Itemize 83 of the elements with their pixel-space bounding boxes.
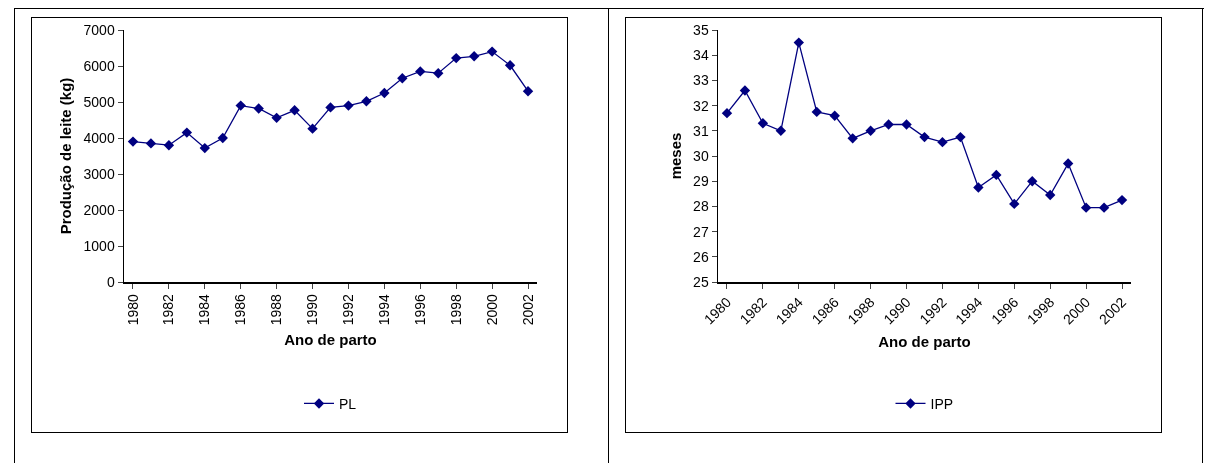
x-tick-label: 1986: [232, 293, 249, 326]
point: [127, 136, 139, 147]
y-tick-label: 33: [693, 72, 709, 89]
y-tick-label: 32: [693, 97, 709, 114]
point: [847, 133, 858, 144]
point: [1080, 202, 1092, 213]
x-tick-label: 1988: [268, 293, 285, 326]
point: [721, 107, 733, 119]
x-axis-title: Ano de parto: [878, 333, 971, 351]
point: [486, 46, 498, 57]
x-tick-label: 2000: [483, 293, 500, 326]
y-tick-label: 2000: [83, 201, 115, 218]
y-tick-label: 31: [693, 122, 709, 139]
point: [199, 142, 210, 154]
point: [1098, 202, 1110, 213]
x-tick-label: 1998: [447, 293, 464, 326]
point: [955, 131, 966, 143]
point: [289, 105, 300, 116]
point: [1062, 158, 1074, 169]
point: [415, 66, 426, 77]
point: [163, 140, 175, 151]
point: [1116, 194, 1128, 206]
point: [343, 100, 354, 111]
point: [235, 100, 246, 111]
y-tick-label: 5000: [83, 93, 115, 110]
point: [397, 73, 408, 84]
y-tick-label: 1000: [83, 237, 115, 254]
x-axis-title: Ano de parto: [284, 331, 377, 349]
point: [793, 37, 804, 48]
point: [865, 125, 876, 136]
y-tick-label: 28: [693, 198, 709, 215]
x-tick-label: 1980: [124, 293, 141, 326]
y-tick-label: 3000: [83, 165, 115, 182]
point: [181, 127, 193, 138]
legend-label: IPP: [930, 395, 954, 412]
x-tick-label: 1990: [304, 293, 321, 326]
y-tick-label: 27: [693, 223, 709, 240]
point: [901, 119, 912, 130]
point: [522, 86, 534, 97]
x-tick-label: 1992: [340, 293, 357, 326]
x-tick-label: 1996: [411, 293, 428, 326]
point: [451, 52, 462, 64]
point: [991, 169, 1002, 181]
point: [379, 87, 390, 99]
point: [217, 132, 228, 144]
point: [504, 60, 516, 71]
point: [973, 182, 984, 193]
point: [811, 106, 822, 118]
point: [937, 136, 948, 148]
point: [307, 123, 318, 134]
point: [253, 103, 264, 114]
point: [1009, 198, 1020, 210]
y-tick-label: 34: [693, 47, 709, 64]
y-axis-title: Produção de leite (kg): [57, 77, 75, 235]
y-tick-label: 6000: [83, 57, 115, 74]
y-tick-label: 25: [693, 273, 709, 290]
point: [145, 138, 157, 149]
legend-label: PL: [339, 395, 357, 412]
point: [468, 51, 480, 62]
point: [271, 112, 282, 124]
x-tick-label: 1982: [160, 293, 177, 326]
y-axis-title: meses: [666, 132, 684, 180]
y-tick-label: 4000: [83, 129, 115, 146]
y-tick-label: 35: [693, 21, 709, 38]
point: [739, 85, 751, 96]
y-tick-label: 30: [693, 147, 709, 164]
y-tick-label: 26: [693, 248, 709, 265]
point: [883, 119, 894, 130]
y-tick-label: 29: [693, 173, 709, 190]
point: [325, 102, 336, 113]
x-tick-label: 1994: [375, 293, 392, 326]
point: [775, 125, 787, 136]
point: [1027, 176, 1038, 187]
point: [361, 96, 372, 107]
point: [919, 131, 930, 143]
x-tick-label: 1984: [196, 293, 213, 326]
point: [1045, 189, 1056, 201]
x-tick-label: 2002: [519, 293, 536, 326]
point: [829, 110, 840, 121]
y-tick-label: 7000: [83, 21, 115, 38]
point: [433, 68, 444, 79]
y-tick-label: 0: [106, 273, 115, 290]
point: [757, 118, 769, 129]
